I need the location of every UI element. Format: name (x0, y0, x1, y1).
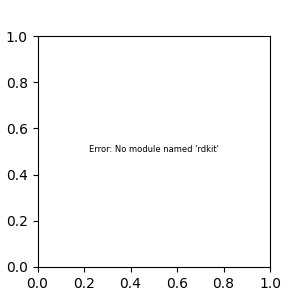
Text: Error: No module named 'rdkit': Error: No module named 'rdkit' (89, 145, 219, 154)
